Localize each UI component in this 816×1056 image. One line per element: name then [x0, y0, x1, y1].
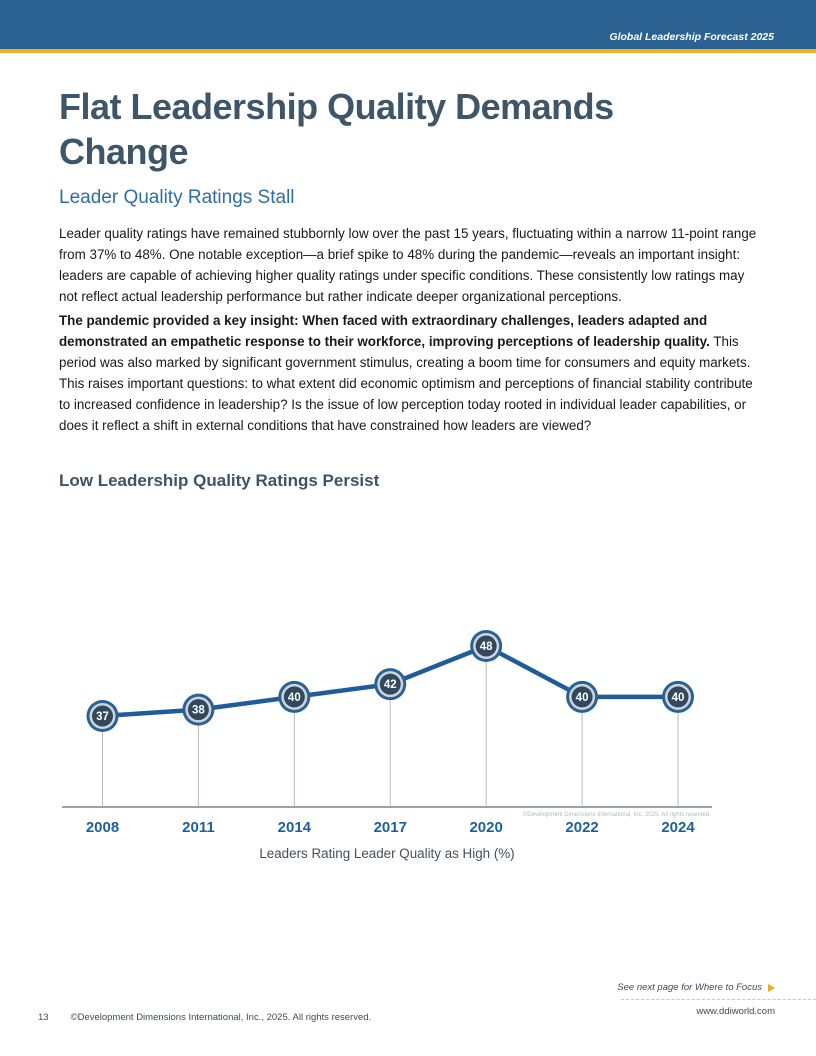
data-point-value: 42 — [384, 679, 397, 691]
next-page-note-text: See next page for Where to Focus — [617, 982, 762, 993]
leadership-quality-line-chart: ©Development Dimensions International, I… — [62, 630, 712, 861]
x-axis-label-2011: 2011 — [182, 819, 215, 836]
data-point-marker-2011: 38 — [182, 693, 215, 726]
x-axis-label-2022: 2022 — [565, 819, 598, 836]
paragraph-2-rest: This period was also marked by significa… — [59, 334, 753, 433]
data-point-marker-2024: 40 — [662, 680, 694, 713]
footer-left: 13 ©Development Dimensions International… — [38, 1012, 371, 1023]
paragraph-2: The pandemic provided a key insight: Whe… — [59, 310, 757, 436]
x-axis-label-2008: 2008 — [86, 819, 119, 836]
data-point-value: 40 — [576, 692, 589, 704]
x-axis-label-2017: 2017 — [374, 819, 407, 836]
data-point-value: 48 — [480, 641, 493, 653]
next-page-note: See next page for Where to Focus — [617, 982, 775, 993]
page-title: Flat Leadership Quality Demands Change — [59, 86, 614, 172]
paragraph-2-lead: The pandemic provided a key insight: Whe… — [59, 313, 710, 349]
copyright-text: ©Development Dimensions International, I… — [70, 1012, 372, 1023]
data-point-value: 40 — [672, 692, 685, 704]
data-point-marker-2020: 48 — [470, 630, 503, 662]
chart-caption: Leaders Rating Leader Quality as High (%… — [259, 846, 514, 861]
chart-figure: ©Development Dimensions International, I… — [0, 590, 816, 870]
data-point-value: 37 — [96, 711, 109, 723]
data-point-value: 40 — [288, 692, 301, 704]
data-point-marker-2008: 37 — [86, 700, 119, 732]
x-axis-label-2014: 2014 — [278, 819, 312, 836]
x-axis-label-2020: 2020 — [469, 819, 502, 836]
chart-copyright: ©Development Dimensions International, I… — [523, 811, 712, 818]
arrow-right-icon — [768, 983, 775, 992]
report-brand: Global Leadership Forecast 2025 — [609, 31, 774, 43]
page-subtitle: Leader Quality Ratings Stall — [59, 187, 295, 208]
page-number: 13 — [38, 1012, 49, 1023]
x-axis-label-2024: 2024 — [661, 819, 695, 836]
data-point-marker-2022: 40 — [566, 680, 599, 713]
data-point-value: 38 — [192, 705, 205, 717]
page-header-bar: Global Leadership Forecast 2025 — [0, 0, 816, 53]
website-link[interactable]: www.ddiworld.com — [696, 1006, 775, 1017]
data-point-marker-2014: 40 — [278, 680, 311, 713]
footer-dashed-divider — [621, 999, 816, 1000]
page-content: Flat Leadership Quality Demands Change L… — [0, 84, 816, 491]
data-point-marker-2017: 42 — [374, 668, 407, 701]
chart-title: Low Leadership Quality Ratings Persist — [59, 471, 380, 490]
paragraph-1: Leader quality ratings have remained stu… — [59, 226, 757, 304]
